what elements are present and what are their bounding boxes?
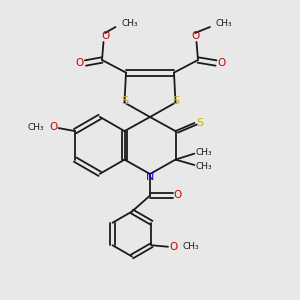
Text: CH₃: CH₃	[215, 20, 232, 28]
Text: O: O	[174, 190, 182, 200]
Text: CH₃: CH₃	[195, 148, 211, 157]
Text: O: O	[75, 58, 84, 68]
Text: S: S	[121, 96, 128, 106]
Text: O: O	[169, 242, 178, 252]
Text: CH₃: CH₃	[28, 123, 44, 132]
Text: O: O	[49, 122, 57, 132]
Text: O: O	[191, 31, 199, 41]
Text: N: N	[146, 172, 154, 182]
Text: CH₃: CH₃	[195, 162, 211, 171]
Text: O: O	[218, 58, 226, 68]
Text: O: O	[101, 31, 109, 41]
Text: S: S	[172, 96, 179, 106]
Text: S: S	[196, 118, 203, 128]
Text: CH₃: CH₃	[183, 242, 200, 251]
Text: CH₃: CH₃	[122, 19, 138, 28]
